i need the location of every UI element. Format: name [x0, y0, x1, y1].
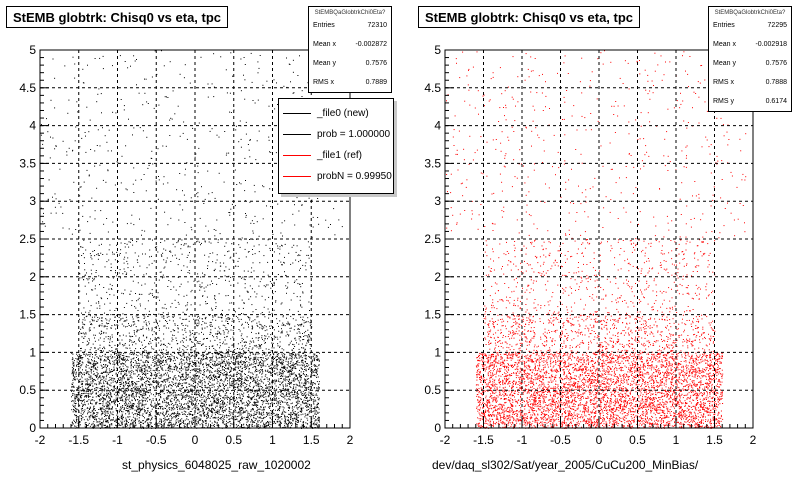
- left-x-axis-label: st_physics_6048025_raw_1020002: [122, 458, 311, 472]
- right-plot-title: StEMB globtrk: Chisq0 vs eta, tpc: [418, 6, 641, 28]
- legend-entry: _file1 (ref): [279, 145, 393, 166]
- y-tick-label: 0: [29, 421, 36, 435]
- x-tick-label: -2: [35, 433, 46, 447]
- legend-entry: prob = 1.000000: [279, 124, 393, 145]
- y-tick-label: 2: [434, 270, 441, 284]
- y-tick-label: 1: [434, 345, 441, 359]
- x-tick-label: 1: [673, 433, 680, 447]
- y-tick-label: 5: [434, 43, 441, 57]
- left-stats-box: StEMBQaGlobtrkChi0Eta? Entries 72310 Mean…: [308, 6, 392, 93]
- y-tick-label: 3.5: [19, 156, 36, 170]
- x-tick-label: -2: [440, 433, 451, 447]
- y-tick-label: 2.5: [19, 232, 36, 246]
- scatter-points: [446, 50, 747, 429]
- right-pad: -2 -1.5 -1 -0.5 0 0.5 1 1.5 2 0 0.5 1 1.5 2 2.5 3 3.5 4 4.…: [400, 0, 800, 480]
- x-tick-label: 0.5: [629, 433, 646, 447]
- right-x-axis-label: dev/daq_sl302/Sat/year_2005/CuCu200_MinB…: [432, 458, 699, 472]
- scatter-points: [40, 50, 344, 429]
- x-tick-label: -1: [517, 433, 528, 447]
- legend-entry: probN = 0.99950: [279, 166, 393, 187]
- left-stats-row: Entries 72310: [313, 22, 387, 29]
- x-tick-label: 1.5: [706, 433, 723, 447]
- x-tick-label: -1.5: [68, 433, 89, 447]
- x-tick-label: 1.5: [303, 433, 320, 447]
- x-tick-label: 2: [750, 433, 757, 447]
- right-scatter-plot: -2 -1.5 -1 -0.5 0 0.5 1 1.5 2 0 0.5 1 1.5 2 2.5 3 3.5 4 4.…: [424, 43, 757, 447]
- x-tick-label: 0: [192, 433, 199, 447]
- legend-entry: _file0 (new): [279, 103, 393, 124]
- y-tick-label: 1.5: [424, 308, 441, 322]
- x-tick-label: 0.5: [225, 433, 242, 447]
- left-plot-title: StEMB globtrk: Chisq0 vs eta, tpc: [6, 6, 229, 28]
- left-scatter-plot: -2 -1.5 -1 -0.5 0 0.5 1 1.5 2 0 0.5 1 1.5 2 2.5 3 3.5 4 4.…: [19, 43, 354, 447]
- y-tick-label: 4: [29, 119, 36, 133]
- left-stats-row: Mean x -0.002872: [313, 41, 387, 48]
- legend-swatch: [283, 113, 311, 114]
- right-stats-box: StEMBQaGlobtrkChi0Eta? Entries 72295 Mean…: [708, 6, 792, 112]
- y-tick-label: 5: [29, 43, 36, 57]
- legend-swatch: [283, 176, 311, 177]
- right-stats-row: Mean y 0.7576: [713, 60, 787, 67]
- x-tick-label: 2: [347, 433, 354, 447]
- x-tick-label: 1: [269, 433, 276, 447]
- x-tick-label: -0.5: [550, 433, 571, 447]
- y-tick-label: 3: [434, 194, 441, 208]
- left-stats-row: Mean y 0.7576: [313, 60, 387, 67]
- y-tick-label: 2.5: [424, 232, 441, 246]
- y-tick-label: 2: [29, 270, 36, 284]
- right-stats-row: RMS x 0.7888: [713, 79, 787, 86]
- y-tick-label: 4.5: [19, 81, 36, 95]
- left-stats-row: RMS x 0.7889: [313, 79, 387, 86]
- y-tick-label: 4: [434, 119, 441, 133]
- right-stats-name: StEMBQaGlobtrkChi0Eta?: [714, 10, 786, 16]
- legend-swatch: [283, 134, 311, 135]
- right-stats-row: Entries 72295: [713, 22, 787, 29]
- left-stats-name: StEMBQaGlobtrkChi0Eta?: [314, 10, 386, 16]
- x-tick-label: -1: [112, 433, 123, 447]
- y-tick-label: 3.5: [424, 156, 441, 170]
- x-tick-label: 0: [596, 433, 603, 447]
- y-tick-label: 0: [434, 421, 441, 435]
- y-tick-label: 3: [29, 194, 36, 208]
- legend: _file0 (new) prob = 1.000000 _file1 (ref…: [278, 98, 394, 194]
- x-tick-label: -1.5: [473, 433, 494, 447]
- right-stats-row: RMS y 0.6174: [713, 98, 787, 105]
- right-stats-row: Mean x -0.002918: [713, 41, 787, 48]
- y-tick-label: 1: [29, 345, 36, 359]
- y-tick-label: 1.5: [19, 308, 36, 322]
- x-tick-label: -0.5: [146, 433, 167, 447]
- legend-swatch: [283, 155, 311, 156]
- y-tick-label: 0.5: [424, 383, 441, 397]
- left-pad: -2 -1.5 -1 -0.5 0 0.5 1 1.5 2 0 0.5 1 1.5 2 2.5 3 3.5 4 4.…: [6, 6, 394, 472]
- y-tick-label: 4.5: [424, 81, 441, 95]
- y-tick-label: 0.5: [19, 383, 36, 397]
